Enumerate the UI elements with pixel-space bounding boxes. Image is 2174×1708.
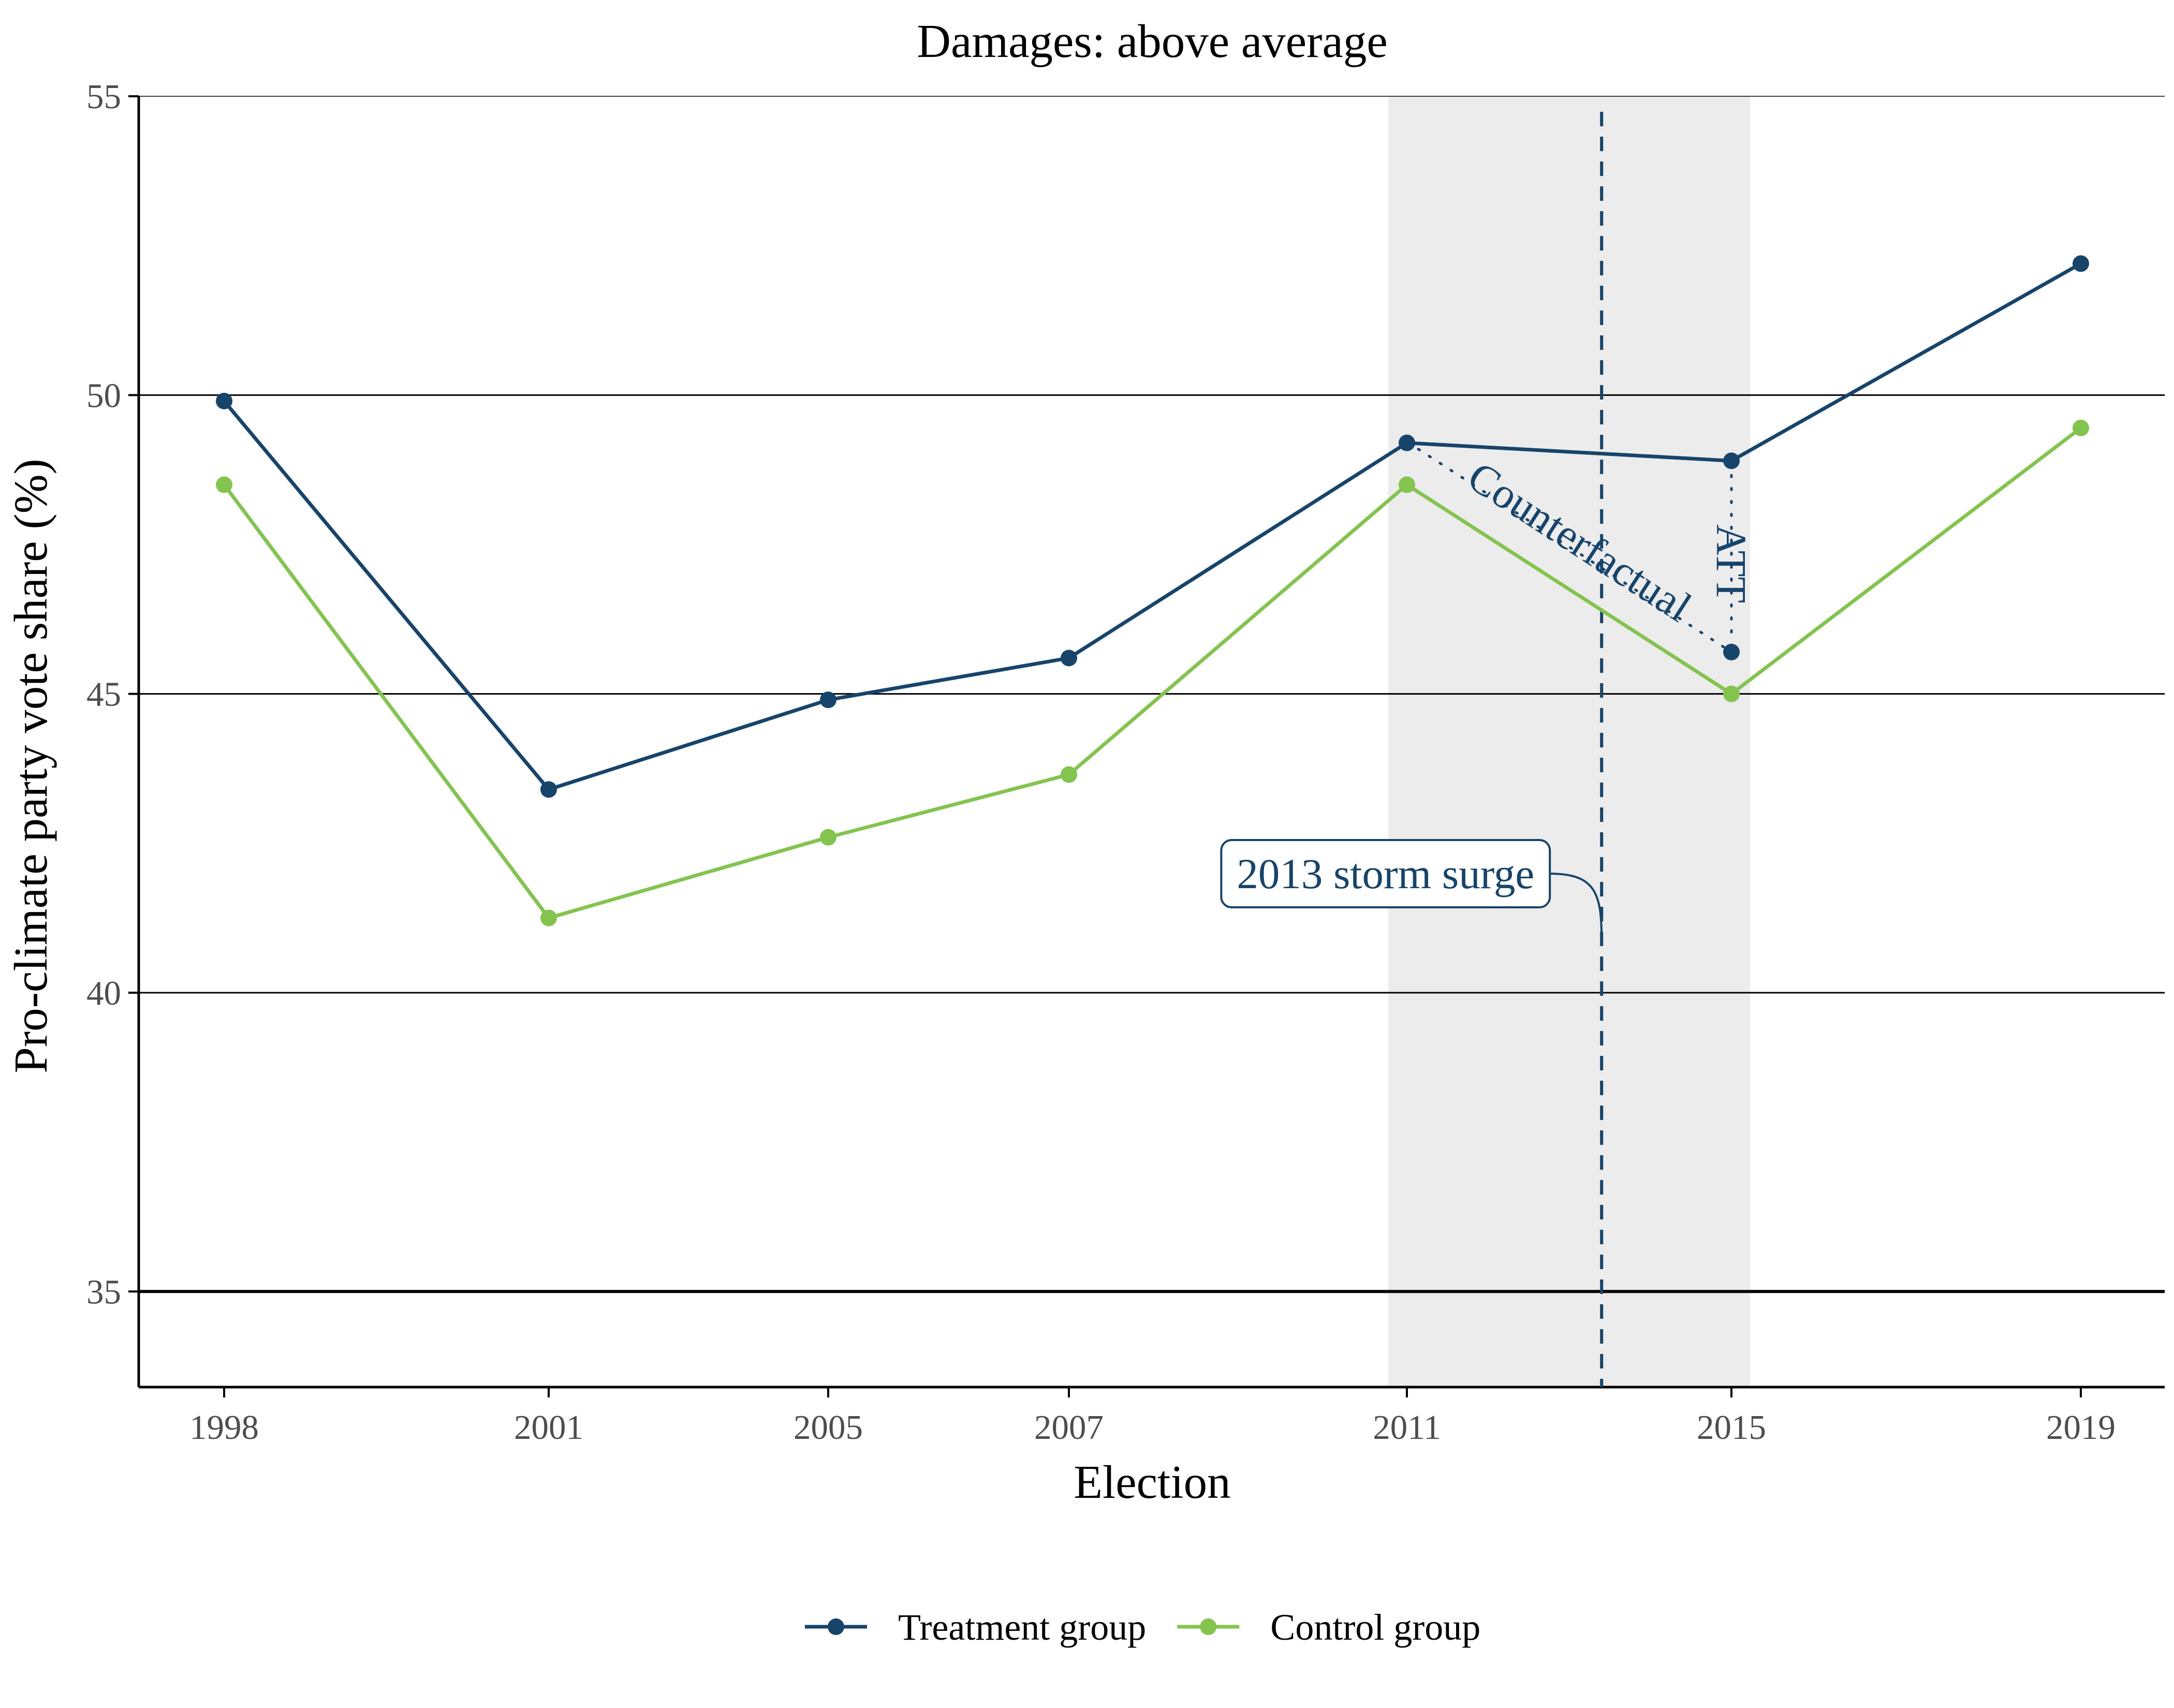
legend-marker: [828, 1618, 844, 1635]
att-label: ATT: [1708, 524, 1755, 603]
data-point: [1061, 650, 1077, 667]
data-point: [216, 392, 232, 409]
shaded-period: [1388, 96, 1750, 1387]
y-tick-label: 45: [86, 675, 121, 714]
data-point: [540, 781, 557, 798]
data-point: [1723, 685, 1740, 702]
legend-label: Control group: [1270, 1607, 1480, 1648]
counterfactual-line: [1417, 448, 1733, 654]
y-tick-label: 50: [86, 376, 121, 415]
counterfactual-point: [1723, 643, 1740, 660]
legend: Treatment group Control group: [805, 1607, 1480, 1648]
data-point: [1399, 434, 1415, 451]
legend-marker: [1200, 1618, 1217, 1635]
x-tick-label: 2001: [514, 1408, 583, 1447]
legend-label: Treatment group: [898, 1607, 1146, 1648]
event-label: 2013 storm surge: [1237, 850, 1534, 897]
y-tick-label: 55: [86, 78, 121, 116]
data-point: [540, 909, 557, 926]
y-tick-label: 40: [86, 974, 121, 1012]
x-tick-label: 1998: [189, 1408, 259, 1447]
data-point: [216, 476, 232, 493]
x-tick-label: 2019: [2046, 1408, 2116, 1447]
data-point: [2073, 419, 2089, 436]
y-axis-label: Pro-climate party vote share (%): [5, 459, 57, 1073]
data-point: [1061, 766, 1077, 783]
x-tick-label: 2005: [794, 1408, 863, 1447]
x-tick-label: 2011: [1373, 1408, 1441, 1447]
data-point: [1723, 452, 1740, 469]
data-point: [1399, 476, 1415, 493]
series-line-treatment: [223, 262, 2082, 791]
event-connector: [1550, 873, 1603, 941]
data-point: [820, 691, 836, 709]
x-tick-label: 2015: [1697, 1408, 1766, 1447]
x-tick-label: 2007: [1034, 1408, 1104, 1447]
chart-title: Damages: above average: [917, 15, 1388, 67]
y-tick-label: 35: [86, 1273, 121, 1311]
data-point: [820, 829, 836, 846]
data-point: [2073, 255, 2089, 272]
x-axis-label: Election: [1074, 1456, 1230, 1508]
series-line-control: [223, 426, 2082, 920]
